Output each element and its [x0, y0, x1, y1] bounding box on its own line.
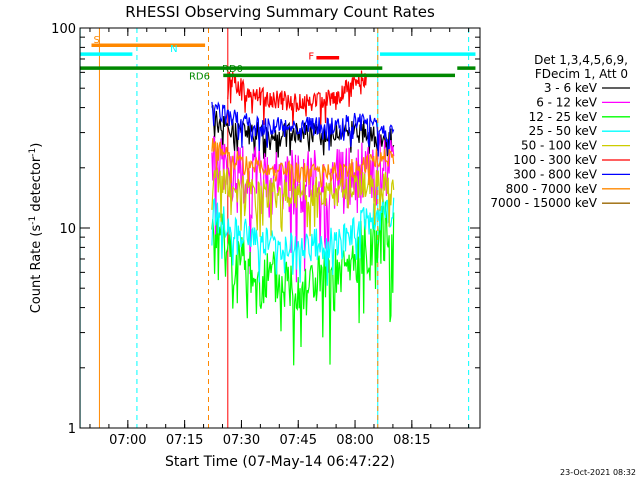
state-bar-label: F	[308, 52, 314, 63]
legend-label: 3 - 6 keV	[544, 81, 598, 95]
legend-label: 800 - 7000 keV	[506, 182, 598, 196]
series-trace	[211, 138, 395, 192]
series-trace	[211, 201, 395, 366]
y-tick-label: 100	[51, 22, 76, 37]
plot-content: S N F RD0 RD6	[79, 28, 476, 428]
x-tick-label: 07:45	[280, 433, 317, 448]
legend-header-line-1: Det 1,3,4,5,6,9,	[534, 53, 628, 67]
x-tick-label: 08:00	[336, 433, 373, 448]
y-tick-label: 10	[59, 222, 76, 237]
series-trace	[211, 166, 395, 237]
x-tick-label: 08:15	[393, 433, 430, 448]
y-axis-label-close: )	[29, 143, 44, 148]
legend-label: 300 - 800 keV	[513, 167, 597, 181]
state-bar-label: N	[170, 44, 177, 55]
y-axis-label-exp2: -1	[28, 148, 38, 157]
state-bar-label: RD6	[189, 71, 210, 82]
axes: 07:00 07:15 07:30 07:45 08:00 08:15 1 10 100	[51, 22, 480, 448]
y-axis-label-text: Count Rate (s	[29, 225, 44, 314]
series-trace	[211, 196, 395, 286]
legend-label: 25 - 50 keV	[529, 124, 598, 138]
legend: Det 1,3,4,5,6,9, FDecim 1, Att 0 3 - 6 k…	[490, 53, 630, 210]
series-trace	[211, 101, 395, 157]
x-tick-label: 07:15	[166, 433, 203, 448]
x-axis-label: Start Time (07-May-14 06:47:22)	[165, 454, 395, 470]
legend-header-line-2: FDecim 1, Att 0	[535, 67, 628, 81]
y-axis-label-tail: detector	[29, 156, 44, 216]
y-tick-label: 1	[68, 422, 76, 437]
legend-label: 50 - 100 keV	[521, 139, 598, 153]
state-bar-label: RD0	[222, 64, 243, 75]
footer-timestamp: 23-Oct-2021 08:32	[560, 468, 636, 477]
legend-label: 12 - 25 keV	[529, 110, 598, 124]
chart-title: RHESSI Observing Summary Count Rates	[125, 3, 435, 21]
legend-label: 7000 - 15000 keV	[490, 196, 597, 210]
y-axis-label-exp1: -1	[28, 216, 38, 225]
x-tick-label: 07:00	[109, 433, 146, 448]
x-tick-label: 07:30	[223, 433, 260, 448]
legend-label: 6 - 12 keV	[536, 95, 598, 109]
y-axis-label: Count Rate (s-1 detector-1)	[28, 143, 44, 314]
series-trace	[227, 70, 367, 128]
state-bar-label: S	[93, 35, 99, 46]
legend-label: 100 - 300 keV	[513, 153, 597, 167]
